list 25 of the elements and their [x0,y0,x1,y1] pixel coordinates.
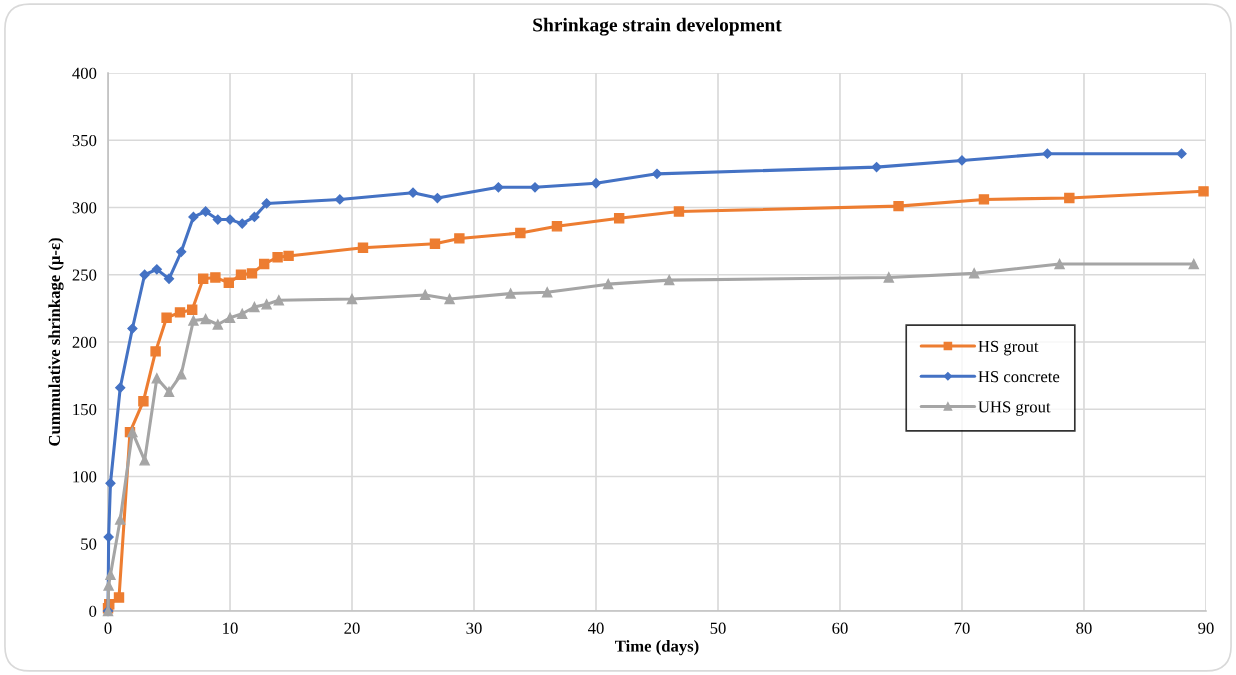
y-tick-label: 300 [72,202,97,214]
legend-label: HS grout [978,340,1039,356]
legend-label: HS concrete [978,371,1060,383]
y-tick-label: 0 [89,605,97,617]
y-tick-label: 400 [72,67,97,79]
x-tick-label: 40 [587,622,604,634]
y-tick-label: 150 [73,403,97,416]
x-tick-label: 0 [104,622,112,634]
y-tick-label: 200 [72,336,97,348]
y-tick-label: 100 [73,471,97,483]
x-tick-label: 10 [223,622,238,634]
x-tick-label: 90 [1198,622,1214,634]
x-tick-label: 30 [466,622,482,634]
x-tick-label: 70 [954,622,970,634]
x-tick-label: 20 [344,622,360,634]
x-tick-label: 50 [710,622,726,634]
y-tick-label: 250 [72,269,97,281]
legend-label: UHS grout [978,401,1051,416]
y-axis-title: Cummulative shrinkage (μ-ε) [48,238,64,446]
chart-title: Shrinkage strain development [533,17,782,36]
y-tick-label: 50 [81,538,97,550]
x-tick-label: 60 [832,622,848,634]
y-tick-label: 350 [72,134,97,147]
x-tick-label: 80 [1076,622,1092,634]
x-axis-title: Time (days) [615,640,699,656]
